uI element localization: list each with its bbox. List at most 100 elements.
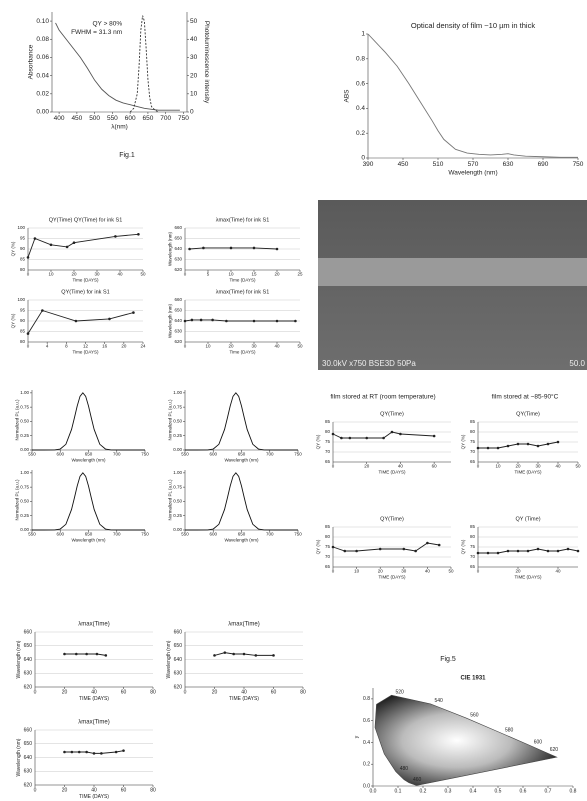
x-tick-label: 10 <box>228 272 234 277</box>
marker <box>365 436 369 440</box>
series-line <box>64 653 106 656</box>
x-axis-label: Time (DAYS) <box>229 350 256 355</box>
marker <box>526 442 530 446</box>
y-axis-label: QY (%) <box>10 241 15 256</box>
point-label: 600 <box>534 740 543 746</box>
y-tick-label: 85 <box>325 419 331 424</box>
x-tick-label: 20 <box>228 344 234 349</box>
y2-tick-label: 40 <box>190 36 198 43</box>
y-tick-label: 80 <box>325 534 331 539</box>
x-tick-label: 0.3 <box>445 788 452 794</box>
x-axis-label: Wavelength (nm) <box>224 458 259 463</box>
chart: 0.00 0.25 0.50 0.75 1.00 550 600 650 700 750 Wavel… <box>167 470 302 543</box>
x-tick-label: 0 <box>332 569 335 574</box>
y-tick-label: 0.75 <box>20 404 29 409</box>
y-tick-label: 85 <box>470 419 476 424</box>
y-tick-label: 650 <box>174 308 182 313</box>
marker <box>85 750 88 754</box>
y-axis-label: Normalized PL (a.u.) <box>167 479 172 521</box>
y2-tick-label: 0 <box>190 109 194 116</box>
point-label: 580 <box>505 727 514 733</box>
chart: λmax(Time) 620 630 640 650 660 0 20 40 60 80 TIME (… <box>166 622 306 702</box>
x-tick-label: 750 <box>141 452 149 457</box>
x-axis-label: Wavelength (nm) <box>71 458 106 463</box>
y-axis-label: QY (%) <box>10 313 15 328</box>
x-axis-label: TIME (DAYS) <box>515 575 542 580</box>
x-tick-label: 4 <box>46 344 49 349</box>
chart-title: λmax(Time) for ink S1 <box>216 217 270 223</box>
marker <box>108 317 111 321</box>
y-tick-label: 630 <box>24 769 33 775</box>
sem-caption: 30.0kV x750 BSE3D 50Pa <box>322 359 416 368</box>
chart: QY(Time) QY(Time) for ink S1 80 85 90 95 100 0… <box>10 217 146 282</box>
chart: 0.00 0.25 0.50 0.75 1.00 550 600 650 700 750 Wavel… <box>14 470 149 543</box>
chart-title: λmax(Time) <box>228 622 259 628</box>
marker <box>546 442 550 446</box>
header: film stored at ~85-90°C <box>492 393 559 401</box>
y-tick-label: 1 <box>361 31 365 38</box>
x-tick-label: 30 <box>535 464 541 469</box>
y-tick-label: 0.4 <box>356 105 365 112</box>
annotation: QY > 80% <box>92 21 122 28</box>
marker <box>340 436 343 440</box>
y-axis-label: Wavelength (nm) <box>166 640 172 678</box>
chart: QY(Time) 65 70 75 80 85 0 20 40 60 TIME (DAYS) QY (… <box>315 411 451 475</box>
x-tick-label: 16 <box>102 344 108 349</box>
x-tick-label: 0.7 <box>545 788 552 794</box>
y-tick-label: 90 <box>20 318 26 323</box>
y-tick-label: 0.08 <box>36 36 49 43</box>
y-tick-label: 0.25 <box>173 433 182 438</box>
x-tick-label: 10 <box>495 464 501 469</box>
x-tick-label: 10 <box>354 569 360 574</box>
x-tick-label: 0 <box>34 787 37 793</box>
x-tick-label: 20 <box>212 689 218 695</box>
y-tick-label: 80 <box>325 429 331 434</box>
x-tick-label: 630 <box>503 161 514 168</box>
x-tick-label: 550 <box>107 115 118 122</box>
series-line <box>214 652 274 656</box>
y-tick-label: 0.06 <box>36 54 49 61</box>
series-line <box>332 542 440 552</box>
marker <box>556 549 560 553</box>
y-tick-label: 650 <box>24 741 33 747</box>
y-tick-label: 0.00 <box>36 109 49 116</box>
sem-scale: 50.0 <box>569 359 585 368</box>
y-tick-label: 0.02 <box>36 91 49 98</box>
x-tick-label: 10 <box>48 272 54 277</box>
marker <box>476 446 480 450</box>
y-tick-label: 640 <box>24 657 33 663</box>
marker <box>432 434 436 438</box>
marker <box>426 541 429 545</box>
x-tick-label: 8 <box>65 344 68 349</box>
series-line <box>32 472 145 531</box>
y-axis-label: Wavelength (nm) <box>16 738 22 776</box>
marker <box>85 652 88 656</box>
chart: λmax(Time) 620 630 640 650 660 0 20 40 60 80 TIME (… <box>16 720 156 800</box>
y-axis-label: Wavelength (nm) <box>167 303 172 338</box>
x-tick-label: 600 <box>209 452 217 457</box>
y-tick-label: 0.50 <box>173 419 182 424</box>
chart-title: QY(Time) for ink S1 <box>61 289 109 295</box>
marker <box>242 652 246 656</box>
y-axis-label: Normalized PL (a.u.) <box>14 399 19 441</box>
series-line <box>27 309 134 334</box>
y-tick-label: 620 <box>24 684 33 690</box>
y-tick-label: 80 <box>20 339 26 344</box>
y-tick-label: 65 <box>470 459 476 464</box>
y-tick-label: 0.04 <box>36 72 49 79</box>
x-tick-label: 650 <box>85 532 93 537</box>
locus <box>374 694 558 786</box>
marker <box>486 446 490 450</box>
marker <box>506 444 510 448</box>
y-tick-label: 80 <box>470 534 476 539</box>
chart: QY(Time) 65 70 75 80 85 0 10 20 30 40 50 TIME (DAYS)… <box>315 516 454 579</box>
x-tick-label: 0.8 <box>570 788 577 794</box>
x-tick-label: 570 <box>468 161 479 168</box>
x-tick-label: 0.5 <box>495 788 502 794</box>
x-tick-label: 20 <box>121 344 127 349</box>
y-tick-label: 80 <box>20 267 26 272</box>
y-axis-label: Wavelength (nm) <box>167 231 172 266</box>
x-tick-label: 0 <box>27 272 30 277</box>
marker <box>92 752 96 755</box>
